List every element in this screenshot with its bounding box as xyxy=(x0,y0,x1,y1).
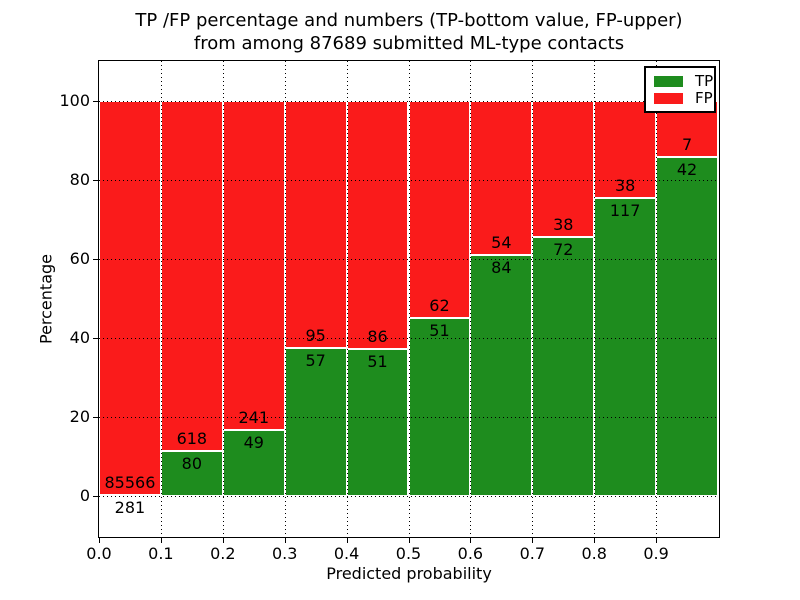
chart-title-line1: TP /FP percentage and numbers (TP-bottom… xyxy=(135,10,683,31)
x-axis-tick xyxy=(284,538,286,543)
x-axis-tick xyxy=(656,538,658,543)
tp-legend-label: TP xyxy=(695,72,714,90)
bar-segment-tp xyxy=(532,237,595,497)
y-axis-tick xyxy=(93,338,98,340)
x-axis-tick xyxy=(346,538,348,543)
gridline-vertical xyxy=(470,61,472,537)
gridline-vertical xyxy=(346,61,348,537)
bar-segment-fp xyxy=(284,100,347,348)
x-tick-label: 0.6 xyxy=(457,544,484,563)
fp-count-label: 85566 xyxy=(104,473,156,493)
x-axis-tick xyxy=(532,538,534,543)
tp-count-label: 49 xyxy=(243,432,264,452)
chart-title-line2: from among 87689 submitted ML-type conta… xyxy=(193,33,625,54)
y-tick-label: 100 xyxy=(59,90,90,110)
legend-item-tp: TP xyxy=(654,73,713,90)
x-axis-tick xyxy=(594,538,596,543)
y-tick-label: 60 xyxy=(69,248,90,268)
gridline-vertical xyxy=(222,61,224,537)
chart-title: TP /FP percentage and numbers (TP-bottom… xyxy=(98,9,720,55)
bar-segment-fp xyxy=(470,100,533,256)
x-axis-label: Predicted probability xyxy=(326,564,492,583)
x-tick-label: 0.7 xyxy=(519,544,546,563)
gridline-vertical xyxy=(160,61,162,537)
x-tick-label: 0.4 xyxy=(333,544,360,563)
tp-count-label: 57 xyxy=(305,350,326,370)
x-tick-label: 0.1 xyxy=(148,544,174,563)
tp-count-label: 51 xyxy=(367,352,388,372)
bar-segment-tp xyxy=(284,347,347,497)
bar-segment-tp xyxy=(408,317,471,497)
bar-segment-fp xyxy=(346,100,409,350)
bar-segment-fp xyxy=(222,100,285,430)
fp-count-label: 62 xyxy=(429,295,450,315)
x-tick-label: 0.2 xyxy=(210,544,236,563)
fp-count-label: 7 xyxy=(681,135,693,155)
y-tick-label: 20 xyxy=(69,407,90,427)
y-axis-tick xyxy=(93,496,98,498)
bar-segment-fp xyxy=(408,100,471,318)
x-tick-label: 0.0 xyxy=(86,544,112,563)
bar-segment-fp xyxy=(160,100,223,452)
x-tick-label: 0.9 xyxy=(643,544,669,563)
y-tick-label: 40 xyxy=(69,328,90,348)
tp-count-label: 117 xyxy=(609,200,641,220)
bar-segment-tp xyxy=(470,255,533,497)
gridline-vertical xyxy=(532,61,534,537)
bar-segment-fp xyxy=(594,100,657,198)
tp-count-label: 42 xyxy=(676,160,698,180)
x-axis-tick xyxy=(470,538,472,543)
y-axis-tick xyxy=(93,417,98,419)
fp-count-label: 618 xyxy=(176,429,208,449)
bar-segment-fp xyxy=(99,100,161,496)
gridline-vertical xyxy=(656,61,658,537)
x-tick-label: 0.8 xyxy=(581,544,607,563)
legend-item-fp: FP xyxy=(654,90,713,107)
x-axis-tick xyxy=(408,538,410,543)
bar-segment-tp xyxy=(594,197,657,497)
bar-segment-tp xyxy=(160,451,223,497)
gridline-vertical xyxy=(594,61,596,537)
bar-segment-tp xyxy=(346,349,409,497)
fp-count-label: 95 xyxy=(305,325,326,345)
plot-area: 85566 281 618 80 241 49 95 57 86 51 62 51 54 84 38 72 38… xyxy=(98,60,720,538)
tp-count-label: 51 xyxy=(429,320,450,340)
tp-count-label: 84 xyxy=(491,258,512,278)
tp-legend-swatch xyxy=(654,76,683,87)
y-tick-label: 80 xyxy=(69,169,90,189)
gridline-vertical xyxy=(284,61,286,537)
bar-segment-tp xyxy=(656,157,718,497)
fp-count-label: 241 xyxy=(238,407,270,427)
fp-count-label: 38 xyxy=(553,215,574,235)
fp-legend-label: FP xyxy=(695,89,713,107)
x-tick-label: 0.5 xyxy=(395,544,422,563)
fp-count-label: 38 xyxy=(614,175,636,195)
x-axis-tick xyxy=(99,538,100,543)
tp-count-label: 80 xyxy=(181,454,203,474)
x-axis-tick xyxy=(160,538,162,543)
x-tick-label: 0.3 xyxy=(271,544,298,563)
y-tick-label: 0 xyxy=(79,486,90,506)
tp-count-label: 281 xyxy=(114,498,146,518)
tp-count-label: 72 xyxy=(553,240,574,260)
y-axis-tick xyxy=(93,100,98,102)
x-axis-tick xyxy=(222,538,224,543)
y-axis-tick xyxy=(93,179,98,181)
fp-count-label: 54 xyxy=(491,233,512,253)
y-axis-tick xyxy=(93,258,98,260)
legend: TP FP xyxy=(644,66,716,113)
gridline-vertical xyxy=(408,61,410,537)
fp-count-label: 86 xyxy=(367,327,388,347)
fp-legend-swatch xyxy=(654,93,683,104)
